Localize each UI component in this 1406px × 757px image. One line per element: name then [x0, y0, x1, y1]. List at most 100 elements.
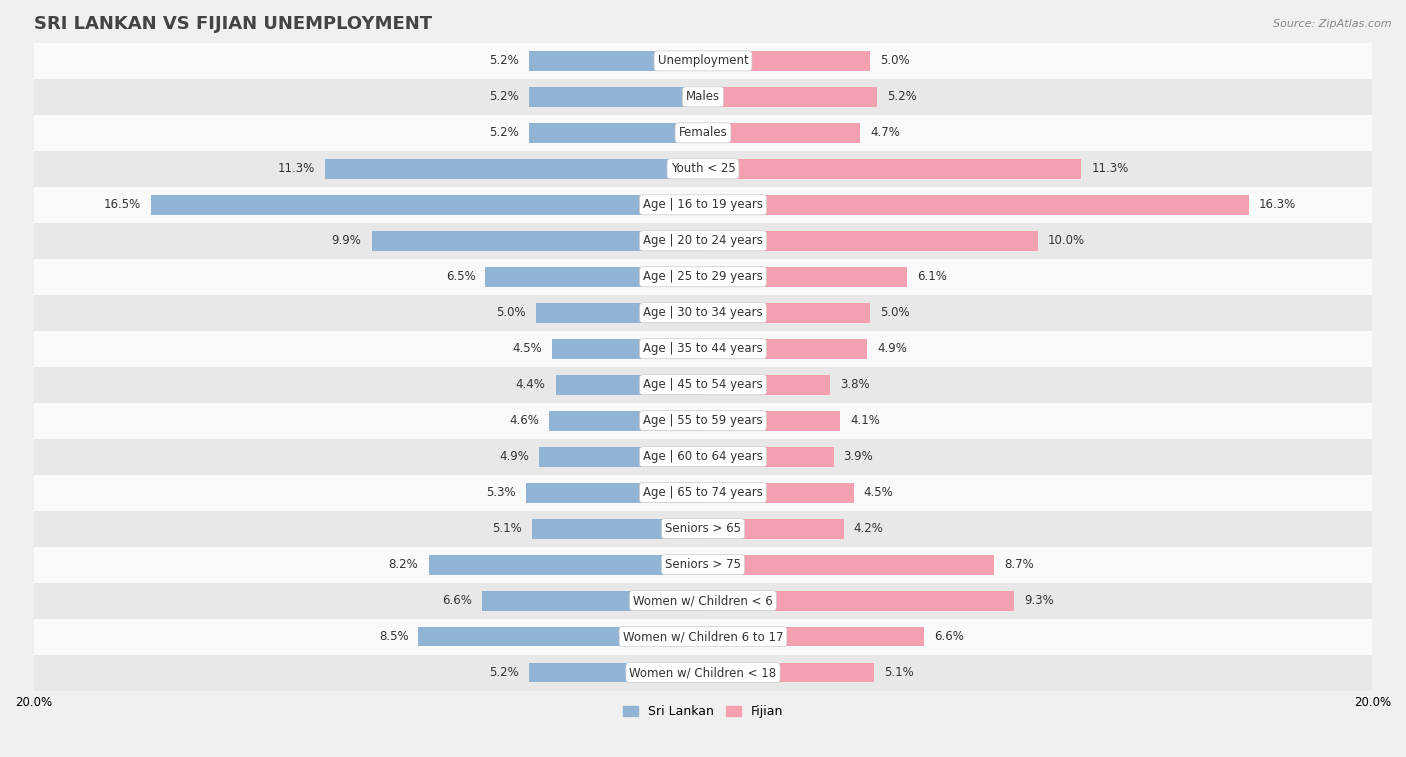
Text: 3.9%: 3.9% [844, 450, 873, 463]
Text: 4.5%: 4.5% [513, 342, 543, 355]
Bar [703, 483, 853, 503]
Bar [482, 590, 703, 610]
Bar [34, 366, 1372, 403]
Text: Source: ZipAtlas.com: Source: ZipAtlas.com [1274, 19, 1392, 29]
Text: 4.6%: 4.6% [509, 414, 538, 427]
Bar [703, 267, 907, 287]
Bar [529, 123, 703, 143]
Bar [34, 403, 1372, 439]
Text: 6.6%: 6.6% [441, 594, 472, 607]
Text: Age | 20 to 24 years: Age | 20 to 24 years [643, 234, 763, 248]
Bar [34, 223, 1372, 259]
Bar [34, 547, 1372, 583]
Text: 10.0%: 10.0% [1047, 234, 1085, 248]
Text: Seniors > 65: Seniors > 65 [665, 522, 741, 535]
Text: 16.5%: 16.5% [104, 198, 141, 211]
Text: 4.7%: 4.7% [870, 126, 900, 139]
Text: 5.1%: 5.1% [492, 522, 522, 535]
Text: Age | 16 to 19 years: Age | 16 to 19 years [643, 198, 763, 211]
Bar [529, 87, 703, 107]
Bar [703, 231, 1038, 251]
Bar [34, 655, 1372, 690]
Text: Age | 45 to 54 years: Age | 45 to 54 years [643, 378, 763, 391]
Text: 11.3%: 11.3% [277, 162, 315, 176]
Bar [703, 51, 870, 70]
Text: Age | 35 to 44 years: Age | 35 to 44 years [643, 342, 763, 355]
Text: 5.2%: 5.2% [489, 666, 519, 679]
Bar [34, 439, 1372, 475]
Text: Age | 60 to 64 years: Age | 60 to 64 years [643, 450, 763, 463]
Text: 5.2%: 5.2% [489, 126, 519, 139]
Bar [529, 51, 703, 70]
Text: Age | 55 to 59 years: Age | 55 to 59 years [643, 414, 763, 427]
Text: SRI LANKAN VS FIJIAN UNEMPLOYMENT: SRI LANKAN VS FIJIAN UNEMPLOYMENT [34, 15, 432, 33]
Text: 11.3%: 11.3% [1091, 162, 1129, 176]
Text: 9.3%: 9.3% [1025, 594, 1054, 607]
Text: 5.3%: 5.3% [486, 486, 516, 499]
Bar [34, 187, 1372, 223]
Bar [150, 195, 703, 215]
Bar [533, 519, 703, 538]
Bar [703, 411, 841, 431]
Text: Seniors > 75: Seniors > 75 [665, 558, 741, 571]
Bar [34, 151, 1372, 187]
Text: Women w/ Children < 6: Women w/ Children < 6 [633, 594, 773, 607]
Bar [703, 590, 1014, 610]
Bar [34, 294, 1372, 331]
Text: 5.0%: 5.0% [880, 307, 910, 319]
Bar [703, 662, 873, 683]
Bar [555, 375, 703, 394]
Legend: Sri Lankan, Fijian: Sri Lankan, Fijian [617, 700, 789, 723]
Bar [703, 159, 1081, 179]
Text: 4.5%: 4.5% [863, 486, 893, 499]
Text: Women w/ Children < 18: Women w/ Children < 18 [630, 666, 776, 679]
Text: Youth < 25: Youth < 25 [671, 162, 735, 176]
Bar [703, 555, 994, 575]
Text: 8.2%: 8.2% [388, 558, 419, 571]
Text: 4.1%: 4.1% [851, 414, 880, 427]
Text: 5.2%: 5.2% [489, 90, 519, 104]
Text: Unemployment: Unemployment [658, 55, 748, 67]
Bar [703, 123, 860, 143]
Bar [485, 267, 703, 287]
Bar [536, 303, 703, 322]
Bar [371, 231, 703, 251]
Text: 4.9%: 4.9% [877, 342, 907, 355]
Bar [703, 303, 870, 322]
Text: 5.2%: 5.2% [887, 90, 917, 104]
Text: Age | 65 to 74 years: Age | 65 to 74 years [643, 486, 763, 499]
Text: 4.9%: 4.9% [499, 450, 529, 463]
Text: Women w/ Children 6 to 17: Women w/ Children 6 to 17 [623, 630, 783, 643]
Text: 5.1%: 5.1% [884, 666, 914, 679]
Bar [703, 447, 834, 466]
Bar [529, 662, 703, 683]
Text: 5.0%: 5.0% [880, 55, 910, 67]
Text: 6.5%: 6.5% [446, 270, 475, 283]
Text: 16.3%: 16.3% [1258, 198, 1296, 211]
Bar [703, 519, 844, 538]
Text: 9.9%: 9.9% [332, 234, 361, 248]
Text: 5.2%: 5.2% [489, 55, 519, 67]
Bar [553, 339, 703, 359]
Bar [34, 331, 1372, 366]
Bar [34, 115, 1372, 151]
Text: 8.5%: 8.5% [378, 630, 409, 643]
Text: Females: Females [679, 126, 727, 139]
Bar [538, 447, 703, 466]
Text: 3.8%: 3.8% [841, 378, 870, 391]
Text: Males: Males [686, 90, 720, 104]
Text: 8.7%: 8.7% [1004, 558, 1033, 571]
Text: 4.4%: 4.4% [516, 378, 546, 391]
Bar [703, 87, 877, 107]
Text: 4.2%: 4.2% [853, 522, 883, 535]
Bar [429, 555, 703, 575]
Bar [34, 79, 1372, 115]
Bar [34, 259, 1372, 294]
Bar [703, 339, 868, 359]
Text: Age | 30 to 34 years: Age | 30 to 34 years [643, 307, 763, 319]
Bar [703, 627, 924, 646]
Text: 6.6%: 6.6% [934, 630, 965, 643]
Bar [703, 195, 1249, 215]
Text: 6.1%: 6.1% [917, 270, 948, 283]
Bar [419, 627, 703, 646]
